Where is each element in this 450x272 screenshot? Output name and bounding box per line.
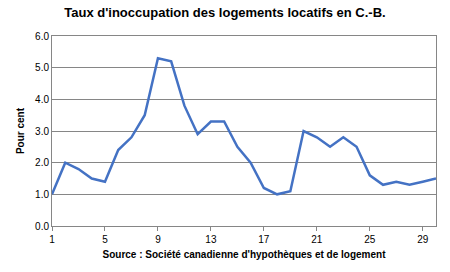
svg-text:Source : Société canadienne d': Source : Société canadienne d'hypothèque… (103, 249, 387, 260)
svg-text:29: 29 (417, 234, 429, 245)
svg-text:1: 1 (49, 234, 55, 245)
svg-text:1.0: 1.0 (35, 189, 49, 200)
svg-text:13: 13 (205, 234, 217, 245)
svg-text:Pour cent: Pour cent (15, 107, 26, 154)
svg-text:17: 17 (258, 234, 270, 245)
svg-text:9: 9 (155, 234, 161, 245)
svg-text:4.0: 4.0 (35, 94, 49, 105)
svg-text:2.0: 2.0 (35, 157, 49, 168)
svg-text:25: 25 (364, 234, 376, 245)
svg-text:6.0: 6.0 (35, 31, 49, 42)
svg-text:5.0: 5.0 (35, 62, 49, 73)
svg-text:21: 21 (311, 234, 323, 245)
svg-text:5: 5 (102, 234, 108, 245)
svg-text:3.0: 3.0 (35, 126, 49, 137)
svg-text:Taux d'inoccupation des logeme: Taux d'inoccupation des logements locati… (64, 5, 385, 20)
svg-text:0.0: 0.0 (35, 221, 49, 232)
